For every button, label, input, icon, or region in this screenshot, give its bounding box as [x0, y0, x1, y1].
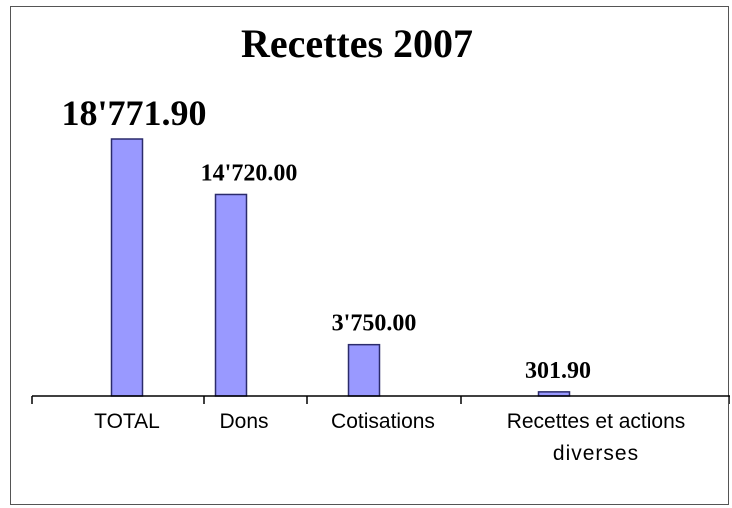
chart-title: Recettes 2007 — [241, 21, 473, 66]
data-label: 18'771.90 — [61, 93, 206, 133]
bar-cotisations — [347, 343, 381, 397]
category-label: Recettes et actions diverses — [507, 410, 686, 465]
data-label: 301.90 — [525, 358, 591, 384]
bar-dons — [214, 193, 248, 397]
data-label: 14'720.00 — [201, 160, 298, 186]
category-labels-layer: TOTAL Dons Cotisations Recettes et actions d… — [94, 410, 685, 465]
category-label: TOTAL — [94, 410, 160, 433]
bars-layer — [110, 138, 571, 397]
data-label: 3'750.00 — [332, 311, 417, 337]
data-labels-layer: 18'771.90 14'720.00 3'750.00 301.90 — [61, 93, 591, 384]
bar-chart: Recettes 2007 18'771.90 14'720.00 3'750.00… — [31, 21, 730, 465]
category-label: Cotisations — [331, 410, 435, 433]
x-axis — [31, 395, 730, 404]
bar-total — [110, 138, 144, 397]
category-label: Dons — [219, 410, 268, 433]
chart-frame: Recettes 2007 18'771.90 14'720.00 3'750.00… — [10, 6, 730, 505]
